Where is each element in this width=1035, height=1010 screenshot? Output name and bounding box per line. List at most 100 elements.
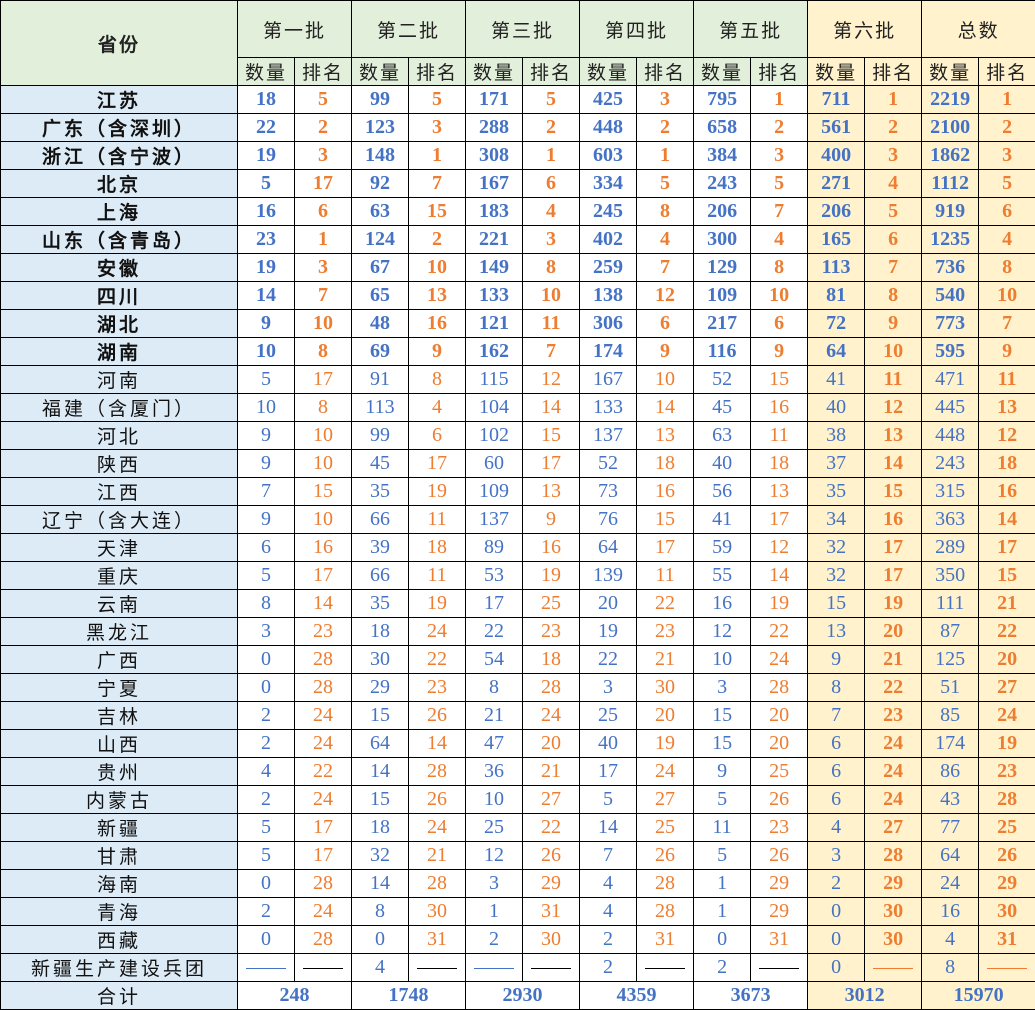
- rank-cell: 10: [295, 506, 352, 534]
- count-cell: 66: [352, 562, 409, 590]
- rank-cell: 8: [523, 254, 580, 282]
- count-cell: 34: [808, 506, 865, 534]
- rank-cell: 2: [865, 114, 922, 142]
- count-cell: 306: [580, 310, 637, 338]
- count-cell: 6: [808, 786, 865, 814]
- count-cell: 148: [352, 142, 409, 170]
- count-cell: 5: [238, 814, 295, 842]
- rank-cell: 27: [979, 674, 1035, 702]
- count-cell: 19: [238, 254, 295, 282]
- count-cell: 40: [694, 450, 751, 478]
- rank-cell: 19: [409, 478, 466, 506]
- rank-cell: 16: [523, 534, 580, 562]
- rank-cell: 24: [295, 786, 352, 814]
- count-cell: 363: [922, 506, 979, 534]
- count-cell: [238, 954, 295, 982]
- rank-cell: 7: [751, 198, 808, 226]
- count-cell: 55: [694, 562, 751, 590]
- count-cell: 4: [808, 814, 865, 842]
- rank-cell: 8: [751, 254, 808, 282]
- count-cell: 22: [238, 114, 295, 142]
- count-cell: 52: [694, 366, 751, 394]
- count-cell: 86: [922, 758, 979, 786]
- rank-cell: 17: [751, 506, 808, 534]
- rank-cell: 31: [523, 898, 580, 926]
- rank-cell: 2: [409, 226, 466, 254]
- rank-cell: 1: [409, 142, 466, 170]
- rank-cell: 17: [295, 562, 352, 590]
- rank-cell: 14: [865, 450, 922, 478]
- rank-cell: 6: [865, 226, 922, 254]
- count-cell: 36: [466, 758, 523, 786]
- count-cell: 16: [694, 590, 751, 618]
- rank-cell: 24: [979, 702, 1035, 730]
- rank-cell: 28: [865, 842, 922, 870]
- count-cell: 2100: [922, 114, 979, 142]
- count-cell: 0: [238, 674, 295, 702]
- dash: [246, 968, 286, 969]
- count-cell: 102: [466, 422, 523, 450]
- count-cell: 123: [352, 114, 409, 142]
- dash: [474, 968, 514, 969]
- count-cell: 15: [694, 730, 751, 758]
- count-cell: 14: [352, 870, 409, 898]
- rank-cell: 15: [523, 422, 580, 450]
- rank-cell: 30: [523, 926, 580, 954]
- rank-cell: 3: [751, 142, 808, 170]
- count-cell: 10: [238, 338, 295, 366]
- rank-cell: 28: [637, 870, 694, 898]
- rank-cell: 16: [979, 478, 1035, 506]
- rank-cell: 23: [637, 618, 694, 646]
- count-cell: 2: [694, 954, 751, 982]
- province-name: 新疆生产建设兵团: [1, 954, 238, 982]
- count-cell: 165: [808, 226, 865, 254]
- province-name: 宁夏: [1, 674, 238, 702]
- count-cell: 76: [580, 506, 637, 534]
- rank-cell: 15: [751, 366, 808, 394]
- rank-cell: 26: [523, 842, 580, 870]
- count-cell: 99: [352, 86, 409, 114]
- rank-cell: 3: [979, 142, 1035, 170]
- province-name: 广西: [1, 646, 238, 674]
- count-cell: 5: [238, 842, 295, 870]
- count-cell: 10: [466, 786, 523, 814]
- total-value: 3673: [694, 982, 808, 1010]
- count-cell: 167: [466, 170, 523, 198]
- count-cell: 2: [238, 786, 295, 814]
- count-cell: 3: [238, 618, 295, 646]
- rank-cell: 15: [409, 198, 466, 226]
- count-cell: 67: [352, 254, 409, 282]
- province-name: 山东（含青岛）: [1, 226, 238, 254]
- rank-cell: 3: [295, 254, 352, 282]
- rank-cell: 26: [979, 842, 1035, 870]
- rank-cell: 10: [523, 282, 580, 310]
- rank-cell: 8: [865, 282, 922, 310]
- count-cell: 445: [922, 394, 979, 422]
- rank-cell: 24: [295, 702, 352, 730]
- count-cell: 9: [238, 422, 295, 450]
- count-cell: 711: [808, 86, 865, 114]
- rank-cell: 17: [295, 170, 352, 198]
- count-cell: 2: [808, 870, 865, 898]
- count-cell: 30: [352, 646, 409, 674]
- rank-cell: 9: [637, 338, 694, 366]
- count-cell: 243: [922, 450, 979, 478]
- count-cell: 19: [580, 618, 637, 646]
- rank-cell: 14: [523, 394, 580, 422]
- header-count: 数量: [238, 58, 295, 86]
- count-cell: 25: [466, 814, 523, 842]
- rank-cell: 6: [295, 198, 352, 226]
- total-value: 1748: [352, 982, 466, 1010]
- rank-cell: [637, 954, 694, 982]
- rank-cell: 8: [637, 198, 694, 226]
- rank-cell: 17: [409, 450, 466, 478]
- rank-cell: 28: [409, 758, 466, 786]
